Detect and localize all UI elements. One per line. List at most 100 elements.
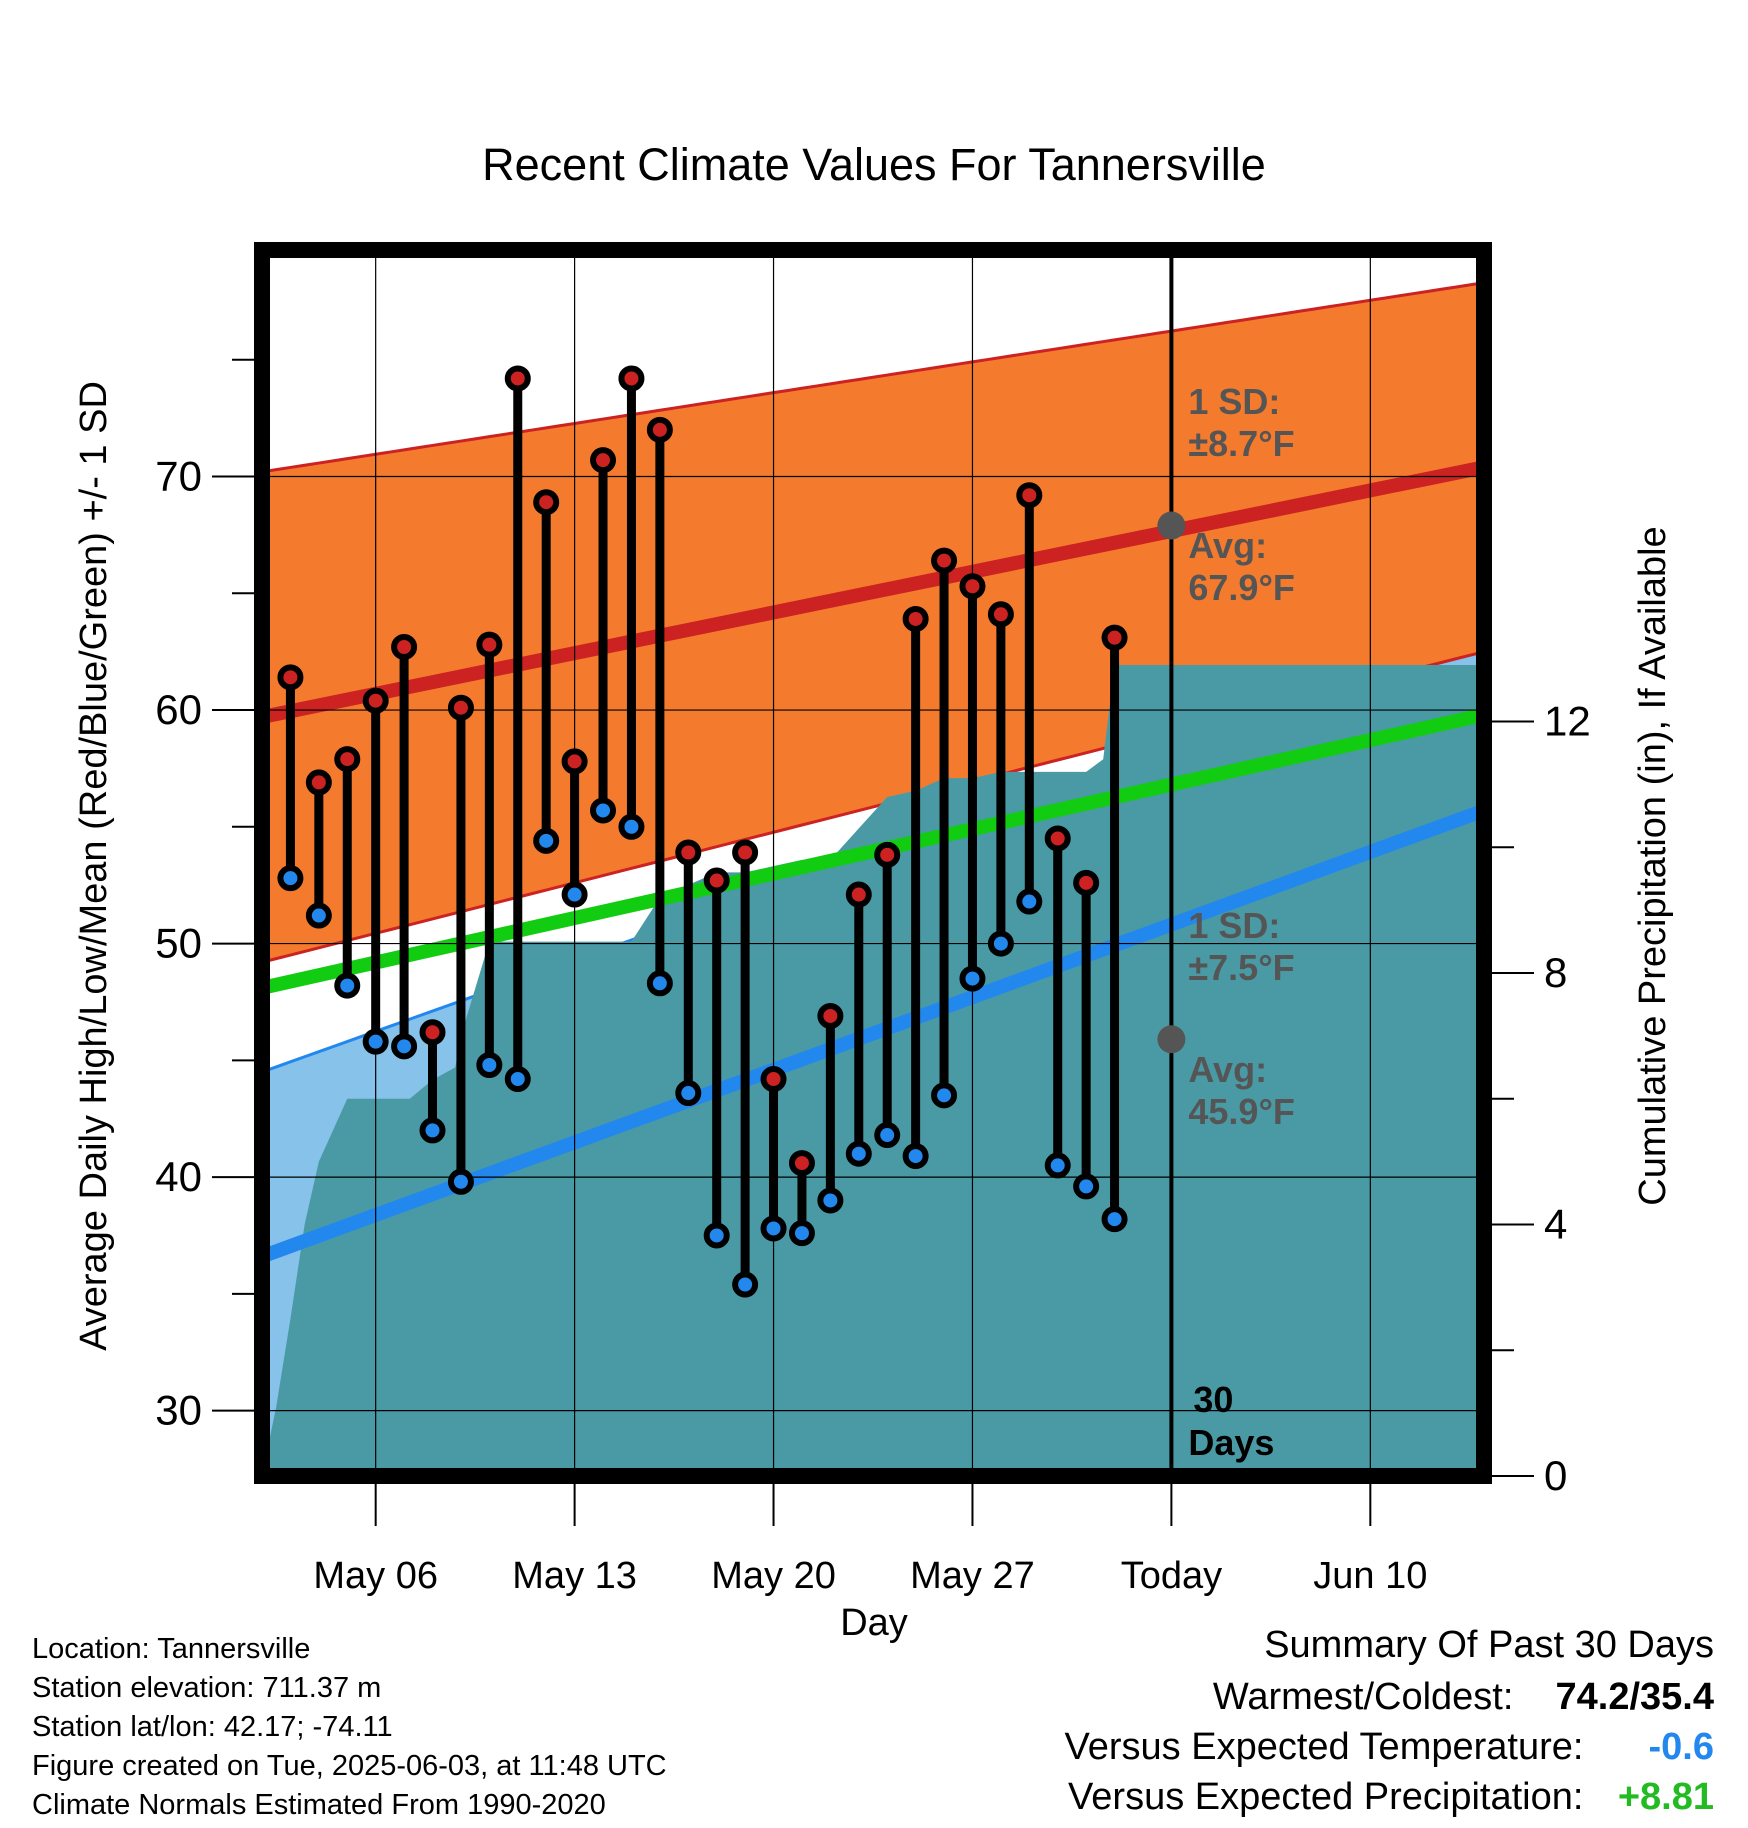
y-tick-label-70: 70 xyxy=(155,453,202,500)
high-point xyxy=(277,664,304,691)
low-point xyxy=(447,1168,474,1195)
summary-temp-value: -0.6 xyxy=(1648,1726,1714,1768)
y2-tick-label-8: 8 xyxy=(1544,949,1567,996)
y-tick-label-50: 50 xyxy=(155,920,202,967)
low-point xyxy=(1016,888,1043,915)
summary-precip-value: +8.81 xyxy=(1617,1776,1714,1818)
axes: 30 40 50 60 70 0 4 8 12 May 06 May 13 May 20 May 27 T… xyxy=(155,358,1591,1597)
high-point xyxy=(760,1066,787,1093)
high-point xyxy=(959,573,986,600)
low-point xyxy=(277,865,304,892)
y2-tick-label-12: 12 xyxy=(1544,698,1591,745)
summary-warmest-value: 74.2/35.4 xyxy=(1555,1676,1714,1718)
summary-warmest: Warmest/Coldest: 74.2/35.4 xyxy=(1213,1672,1714,1722)
low-point xyxy=(561,881,588,908)
low-point xyxy=(931,1082,958,1109)
y-tick-label-60: 60 xyxy=(155,686,202,733)
today-low-avg-marker xyxy=(1157,1025,1186,1054)
data-marks xyxy=(277,365,1128,1298)
high-point xyxy=(1044,825,1071,852)
footer-info: Location: Tannersville Station elevation… xyxy=(32,1630,667,1825)
high-sd-label: 1 SD: xyxy=(1188,381,1280,422)
high-point xyxy=(902,605,929,632)
low-point xyxy=(305,902,332,929)
high-point xyxy=(476,631,503,658)
high-point xyxy=(788,1150,815,1177)
chart-title: Recent Climate Values For Tannersville xyxy=(482,139,1266,190)
low-point xyxy=(1073,1173,1100,1200)
high-sd-value: ±8.7°F xyxy=(1188,423,1294,464)
y2-axis-label: Cumulative Precipitation (in), If Availa… xyxy=(1632,526,1674,1205)
low-point xyxy=(817,1187,844,1214)
today-high-avg-marker xyxy=(1157,511,1186,540)
high-point xyxy=(646,416,673,443)
low-point xyxy=(334,972,361,999)
low-point xyxy=(959,965,986,992)
low-point xyxy=(732,1271,759,1298)
high-point xyxy=(334,746,361,773)
x-tick-label-jun-10: Jun 10 xyxy=(1313,1555,1427,1597)
high-point xyxy=(561,748,588,775)
high-point xyxy=(1101,624,1128,651)
high-point xyxy=(703,867,730,894)
high-point xyxy=(675,839,702,866)
x-tick-label-may-27: May 27 xyxy=(910,1555,1035,1597)
summary-title: Summary Of Past 30 Days xyxy=(1264,1624,1714,1666)
low-point xyxy=(703,1222,730,1249)
high-point xyxy=(447,694,474,721)
summary-precip: Versus Expected Precipitation: +8.81 xyxy=(1068,1772,1714,1822)
high-avg-label: Avg: xyxy=(1188,525,1267,566)
footer-latlon: Station lat/lon: 42.17; -74.11 xyxy=(32,1711,393,1743)
high-point xyxy=(419,1019,446,1046)
high-point xyxy=(1016,482,1043,509)
x-axis-label: Day xyxy=(840,1602,908,1644)
high-point xyxy=(504,365,531,392)
high-normal-line xyxy=(262,460,1484,724)
x-tick-label-may-13: May 13 xyxy=(512,1555,637,1597)
x-tick-label-today: Today xyxy=(1121,1555,1222,1597)
y-tick-label-30: 30 xyxy=(155,1387,202,1434)
low-point xyxy=(646,970,673,997)
y2-tick-label-0: 0 xyxy=(1544,1452,1567,1499)
low-point xyxy=(987,930,1014,957)
low-point xyxy=(504,1066,531,1093)
high-point xyxy=(987,601,1014,628)
low-avg-value: 45.9°F xyxy=(1188,1091,1294,1132)
y-axis-label: Average Daily High/Low/Mean (Red/Blue/Gr… xyxy=(73,381,115,1351)
low-avg-label: Avg: xyxy=(1188,1049,1267,1090)
low-point xyxy=(760,1215,787,1242)
mean-normal-line xyxy=(262,707,1484,995)
summary-precip-label: Versus Expected Precipitation: xyxy=(1068,1776,1584,1818)
high-point xyxy=(305,769,332,796)
footer-elevation: Station elevation: 711.37 m xyxy=(32,1672,382,1704)
low-point xyxy=(1044,1152,1071,1179)
summary-temp-label: Versus Expected Temperature: xyxy=(1064,1726,1584,1768)
low-point xyxy=(788,1220,815,1247)
low-point xyxy=(675,1080,702,1107)
low-point xyxy=(391,1033,418,1060)
low-point xyxy=(874,1122,901,1149)
high-point xyxy=(732,839,759,866)
high-point xyxy=(362,687,389,714)
high-point xyxy=(533,489,560,516)
low-point xyxy=(618,813,645,840)
period-count-label: 30 xyxy=(1193,1379,1233,1420)
low-point xyxy=(362,1028,389,1055)
low-point xyxy=(476,1051,503,1078)
y2-tick-label-4: 4 xyxy=(1544,1201,1567,1248)
high-point xyxy=(618,365,645,392)
high-point xyxy=(1073,869,1100,896)
high-point xyxy=(874,841,901,868)
footer-created: Figure created on Tue, 2025-06-03, at 11… xyxy=(32,1750,667,1782)
low-point xyxy=(590,797,617,824)
plot-frame xyxy=(254,242,1492,1484)
summary-temp: Versus Expected Temperature: -0.6 xyxy=(1065,1722,1714,1772)
high-point xyxy=(931,547,958,574)
low-sd-value: ±7.5°F xyxy=(1188,947,1294,988)
footer-location: Location: Tannersville xyxy=(32,1633,311,1665)
x-tick-label-may-06: May 06 xyxy=(313,1555,438,1597)
low-point xyxy=(902,1143,929,1170)
high-point xyxy=(391,633,418,660)
high-point xyxy=(590,447,617,474)
